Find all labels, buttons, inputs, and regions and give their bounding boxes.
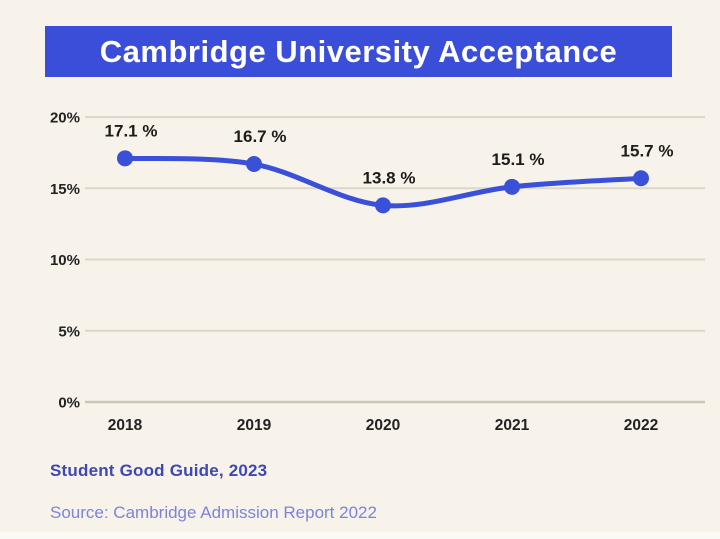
data-point-2020 bbox=[375, 197, 391, 214]
source-text: Source: Cambridge Admission Report 2022 bbox=[50, 503, 377, 522]
xtick-label-2022: 2022 bbox=[624, 417, 658, 434]
data-label-2022: 15.7 % bbox=[621, 141, 674, 160]
chart-title: Cambridge University Acceptance bbox=[45, 26, 672, 77]
xtick-label-2021: 2021 bbox=[495, 417, 530, 434]
xtick-label-2019: 2019 bbox=[237, 417, 272, 434]
data-point-2019 bbox=[246, 156, 262, 173]
attribution-text: Student Good Guide, 2023 bbox=[50, 461, 268, 480]
xtick-label-2018: 2018 bbox=[108, 417, 143, 434]
xtick-label-2020: 2020 bbox=[366, 417, 400, 434]
data-label-2020: 13.8 % bbox=[363, 168, 416, 187]
data-point-2022 bbox=[633, 170, 649, 187]
ytick-label-10%: 10% bbox=[50, 252, 80, 269]
data-label-2021: 15.1 % bbox=[492, 150, 545, 169]
ytick-label-5%: 5% bbox=[58, 323, 80, 340]
data-point-2018 bbox=[117, 150, 133, 167]
data-label-2019: 16.7 % bbox=[234, 127, 287, 146]
data-point-2021 bbox=[504, 178, 520, 195]
ytick-label-0%: 0% bbox=[58, 395, 80, 412]
bottom-edge bbox=[0, 532, 720, 539]
ytick-label-20%: 20% bbox=[50, 110, 80, 127]
data-label-2018: 17.1 % bbox=[105, 121, 158, 140]
ytick-label-15%: 15% bbox=[50, 181, 80, 198]
